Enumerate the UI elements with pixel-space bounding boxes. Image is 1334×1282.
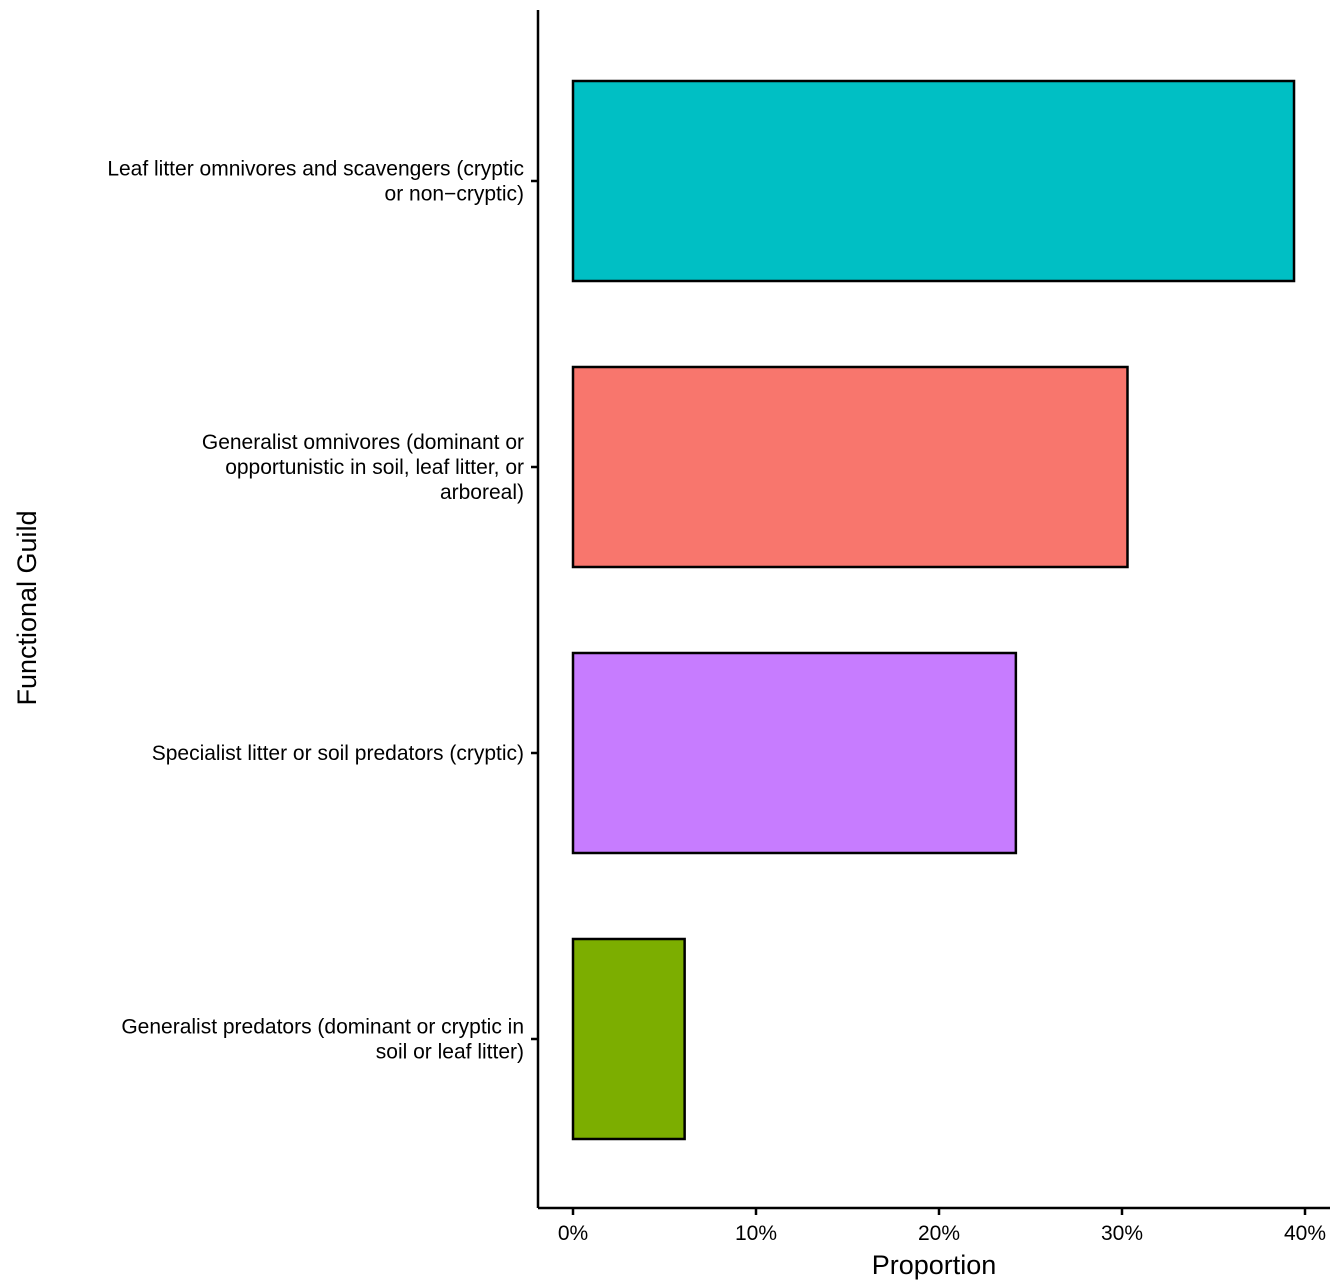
y-tick-label-3: Generalist predators (dominant or crypti…: [121, 1016, 524, 1064]
y-tick-label-line: Leaf litter omnivores and scavengers (cr…: [107, 158, 524, 181]
y-axis-title: Functional Guild: [12, 510, 42, 705]
bar-1: [571, 365, 1129, 569]
y-tick-label-2: Specialist litter or soil predators (cry…: [152, 742, 524, 765]
y-tick-label-line: Specialist litter or soil predators (cry…: [152, 742, 524, 765]
y-tick-label-line: arboreal): [440, 481, 524, 504]
x-tick-label-3: 30%: [1101, 1222, 1143, 1245]
y-tick-label-line: Generalist omnivores (dominant or: [202, 431, 524, 454]
bar-2: [571, 651, 1018, 855]
x-tick-label-4: 40%: [1284, 1222, 1326, 1245]
y-axis-labels: Leaf litter omnivores and scavengers (cr…: [107, 158, 524, 1064]
bar-3: [571, 937, 686, 1141]
y-tick-label-line: soil or leaf litter): [376, 1041, 524, 1064]
bar-0: [571, 79, 1296, 283]
y-tick-label-line: Generalist predators (dominant or crypti…: [121, 1016, 524, 1039]
y-tick-label-0: Leaf litter omnivores and scavengers (cr…: [107, 158, 524, 206]
x-tick-label-0: 0%: [558, 1222, 588, 1245]
x-axis-ticks: 0% 10% 20% 30% 40%: [558, 1208, 1326, 1245]
y-tick-label-line: or non−cryptic): [385, 183, 524, 206]
x-tick-label-1: 10%: [735, 1222, 777, 1245]
x-axis-title: Proportion: [872, 1250, 997, 1280]
x-tick-label-2: 20%: [918, 1222, 960, 1245]
y-tick-label-1: Generalist omnivores (dominant or opportu…: [202, 431, 524, 504]
y-tick-label-line: opportunistic in soil, leaf litter, or: [225, 456, 524, 479]
bars: [571, 79, 1296, 1141]
